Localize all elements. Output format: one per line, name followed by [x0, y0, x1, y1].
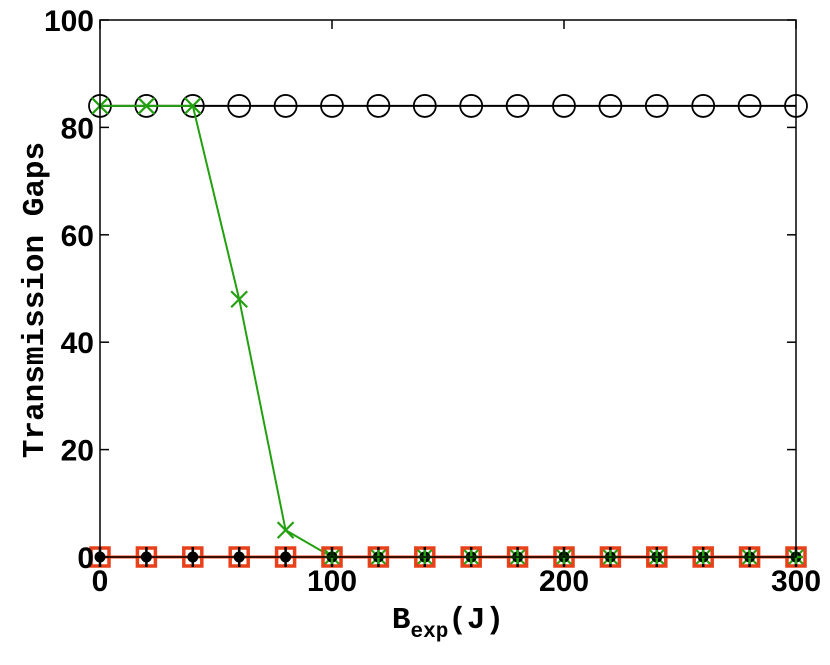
data-point-circle	[227, 94, 252, 118]
y-tick-label: 60	[61, 220, 94, 253]
x-axis-label-rest: (J)	[448, 603, 504, 638]
data-point-circle	[320, 94, 344, 118]
data-point-circle	[505, 94, 530, 118]
x-tick-label: 0	[92, 565, 109, 598]
y-tick-label: 20	[61, 435, 94, 468]
data-point-x	[276, 521, 295, 539]
series-0-circle	[88, 94, 808, 118]
y-tick-label: 40	[61, 327, 94, 360]
x-tick-label: 100	[307, 565, 357, 598]
data-point-circle	[691, 94, 716, 118]
data-point-x	[184, 97, 202, 115]
y-tick-label: 80	[61, 112, 94, 145]
data-point-circle	[412, 94, 437, 118]
x-tick-label: 300	[771, 565, 821, 598]
x-tick-label: 200	[539, 565, 589, 598]
y-tick-label: 0	[77, 542, 94, 575]
data-point-circle	[644, 94, 669, 118]
data-point-circle	[273, 94, 298, 118]
plot-frame	[99, 19, 797, 558]
data-point-circle	[737, 94, 762, 118]
x-axis-label-main: B	[392, 603, 411, 638]
x-axis-label: Bexp(J)	[392, 603, 504, 644]
data-point-x	[137, 97, 156, 115]
y-axis-label: Transmission Gaps	[18, 142, 53, 458]
data-point-circle	[598, 94, 623, 118]
series-layer	[88, 94, 808, 568]
y-tick-label: 100	[44, 5, 94, 38]
data-point-circle	[552, 94, 576, 118]
series-1-x	[91, 97, 805, 566]
data-point-circle	[366, 94, 391, 118]
data-point-circle	[459, 94, 484, 118]
series-line	[100, 104, 796, 558]
x-axis-label-sub: exp	[410, 621, 448, 644]
axes-layer: 0 100 200 300 0 20 40 60 80 100	[44, 5, 821, 598]
data-point-x	[230, 290, 248, 309]
